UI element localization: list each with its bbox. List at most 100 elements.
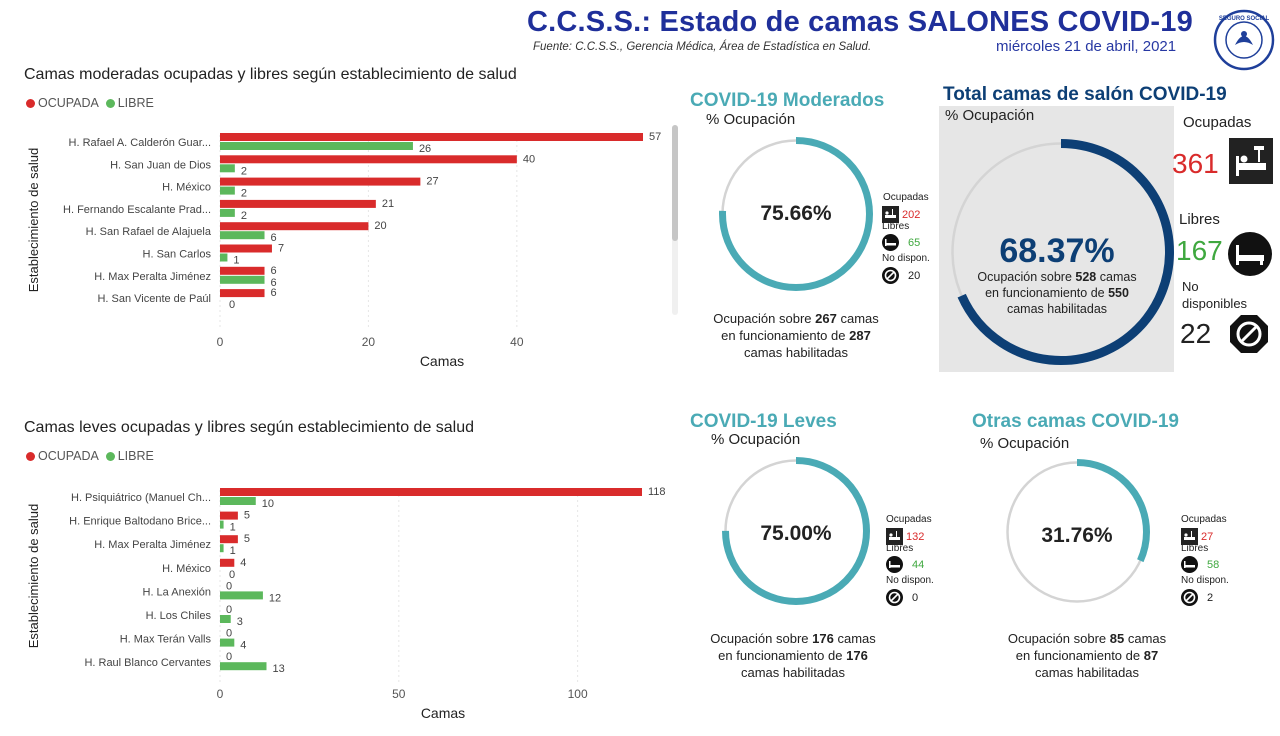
patient-bed-icon: [882, 206, 899, 223]
data-label-ocupada: 7: [278, 243, 284, 255]
category-label: H. Max Peralta Jiménez: [94, 539, 211, 551]
y-axis-label: Establecimiento de salud: [26, 504, 41, 649]
occ-funcionando: 85: [1109, 631, 1125, 646]
data-label-ocupada: 21: [382, 198, 394, 210]
occ-prefix: Ocupación sobre: [710, 631, 809, 646]
moderados-pct-value: 75.66%: [760, 202, 832, 225]
occ-line2: en funcionamiento de: [985, 286, 1105, 300]
x-tick-label: 20: [362, 335, 376, 349]
data-label-libre: 1: [233, 255, 239, 267]
ocupadas-value: 202: [902, 208, 921, 221]
otras-side-stats: Ocupadas 27 Libres 58 No dispon. 2: [1181, 514, 1229, 606]
patient-bed-icon: [1229, 138, 1273, 184]
category-label: H. Max Terán Valls: [120, 634, 212, 646]
occ-line3: camas habilitadas: [1034, 665, 1140, 680]
data-label-libre: 1: [230, 545, 236, 557]
data-label-libre: 1: [230, 522, 236, 534]
moderados-occ-text: Ocupación sobre 267 camas en funcionamie…: [686, 310, 906, 361]
nodisp-label: No dispon.: [882, 253, 930, 264]
bar-libre: [220, 164, 235, 173]
empty-bed-icon: [1181, 556, 1198, 573]
data-label-libre: 10: [262, 498, 274, 510]
occ-habilitadas: 287: [849, 328, 871, 343]
report-date: miércoles 21 de abril, 2021: [996, 38, 1177, 55]
category-label: H. San Vicente de Paúl: [97, 293, 211, 305]
data-label-ocupada: 6: [271, 265, 277, 277]
bar-ocupada: [220, 558, 235, 567]
category-label: H. San Carlos: [143, 249, 212, 261]
category-label: H. Fernando Escalante Prad...: [63, 204, 211, 216]
bar-ocupada: [220, 222, 369, 231]
moderados-pct-label: % Ocupación: [706, 111, 796, 128]
category-label: H. Rafael A. Calderón Guar...: [69, 137, 211, 149]
occ-mid: camas: [837, 631, 876, 646]
ccss-logo: SEGURO SOCIAL: [1213, 9, 1275, 71]
data-label-libre: 3: [237, 616, 243, 628]
occ-line3: camas habilitadas: [740, 665, 846, 680]
bar-ocupada: [220, 155, 517, 164]
bar-libre: [220, 544, 224, 553]
data-label-ocupada: 0: [226, 604, 232, 616]
libres-value: 44: [912, 558, 925, 571]
bar-libre: [220, 638, 235, 647]
category-label: H. San Rafael de Alajuela: [86, 226, 212, 238]
otras-pct-label: % Ocupación: [980, 435, 1070, 452]
total-libres-label: Libres: [1179, 211, 1220, 228]
data-label-ocupada: 27: [426, 176, 438, 188]
libres-value: 58: [1207, 558, 1220, 571]
unavailable-icon: [1230, 315, 1268, 353]
category-label: H. México: [162, 563, 211, 575]
data-label-ocupada: 5: [244, 510, 250, 522]
data-label-ocupada: 4: [240, 557, 246, 569]
bar-ocupada: [220, 535, 238, 544]
leves-pct-label: % Ocupación: [711, 431, 801, 448]
category-label: H. Los Chiles: [146, 610, 212, 622]
leves-side-stats: Ocupadas 132 Libres 44 No dispon. 0: [886, 514, 934, 606]
occ-line2: en funcionamiento de: [718, 648, 843, 663]
leves-legend: OCUPADA LIBRE: [26, 449, 154, 463]
occ-prefix: Ocupación sobre: [713, 311, 812, 326]
occ-funcionando: 528: [1075, 270, 1097, 284]
otras-pct-value: 31.76%: [1041, 524, 1113, 547]
occ-prefix: Ocupación sobre: [1007, 631, 1107, 646]
unavailable-icon: [882, 267, 899, 284]
gauge-arc: [719, 137, 873, 291]
libres-label: Libres: [886, 543, 914, 554]
bar-ocupada: [220, 289, 265, 298]
total-libres-value: 167: [1176, 235, 1223, 266]
category-label: H. Psiquiátrico (Manuel Ch...: [71, 492, 211, 504]
occ-line2: en funcionamiento de: [1015, 648, 1141, 663]
total-pct-value: 68.37%: [999, 232, 1115, 270]
total-pct-label: % Ocupación: [945, 107, 1035, 124]
x-tick-label: 50: [392, 687, 406, 701]
data-label-libre: 2: [241, 165, 247, 177]
data-label-libre: 2: [241, 210, 247, 222]
occ-mid: camas: [1099, 270, 1137, 284]
gauge-arc: [722, 457, 870, 605]
bar-libre: [220, 253, 228, 262]
logo-text: SEGURO SOCIAL: [1219, 16, 1270, 22]
data-label-libre: 6: [271, 232, 277, 244]
occ-habilitadas: 550: [1108, 286, 1129, 300]
nodisp-value: 2: [1207, 591, 1214, 604]
moderadas-scrollbar-thumb[interactable]: [672, 125, 678, 241]
category-label: H. San Juan de Dios: [110, 159, 211, 171]
data-label-libre: 4: [240, 640, 246, 652]
occ-funcionando: 267: [815, 311, 837, 326]
patient-bed-icon: [1181, 528, 1198, 545]
legend-libre-label: LIBRE: [117, 96, 154, 110]
moderadas-scrollbar-track[interactable]: [672, 125, 678, 315]
x-axis-label: Camas: [420, 353, 464, 369]
occ-funcionando: 176: [812, 631, 834, 646]
leves-chart-title: Camas leves ocupadas y libres según esta…: [24, 419, 475, 436]
moderados-donut: [719, 137, 873, 291]
occ-mid: camas: [1127, 631, 1167, 646]
empty-bed-icon: [886, 556, 903, 573]
data-label-ocupada: 5: [244, 533, 250, 545]
total-ocupadas-label: Ocupadas: [1183, 114, 1252, 131]
occ-line3: camas habilitadas: [743, 345, 849, 360]
data-label-libre: 2: [241, 188, 247, 200]
ocupadas-value: 27: [1201, 530, 1214, 543]
leves-donut: [722, 457, 870, 605]
